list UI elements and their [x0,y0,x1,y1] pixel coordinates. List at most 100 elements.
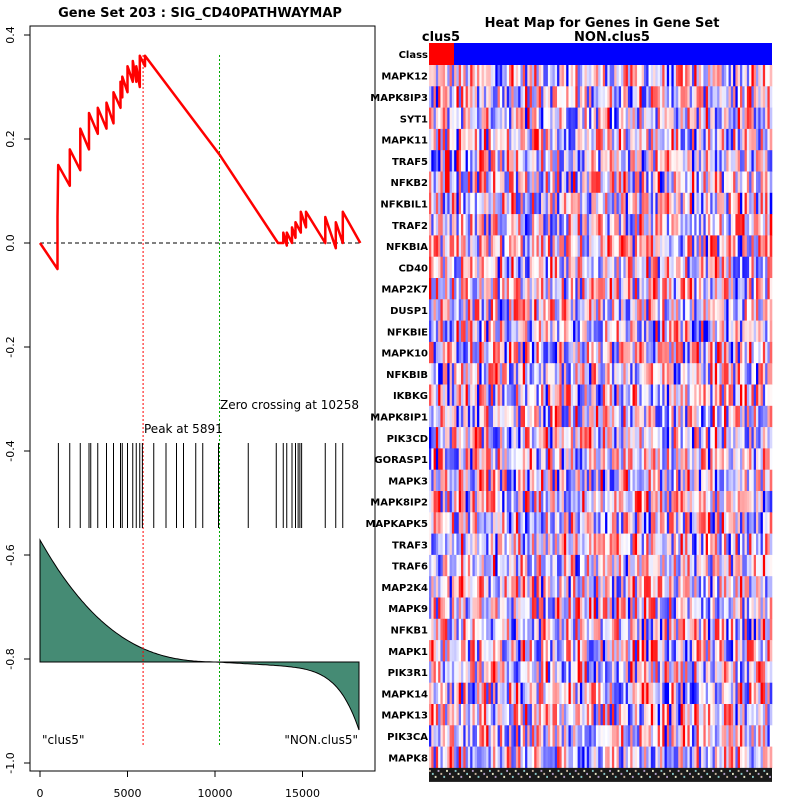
gene-label: GORASP1 [374,455,428,466]
gene-label: TRAF6 [392,562,428,573]
gene-label: NFKBIA [386,242,428,253]
zero-crossing-label: Zero crossing at 10258 [220,398,359,412]
heatmap-row [429,469,773,492]
heatmap-row [429,618,773,641]
heatmap-row [429,256,773,279]
gene-label: PIK3R1 [388,668,428,679]
heatmap-row [429,192,773,215]
gene-label: MAPK13 [381,711,428,722]
gene-label: TRAF5 [392,157,428,168]
heatmap-row [429,576,773,598]
gene-label: MAPK8IP2 [370,498,428,509]
hit-ticks [57,443,344,528]
gene-labels: MAPK12 MAPK8IP3 SYT1 MAPK11 TRAF5 NFKB2 NFKBIL… [365,72,428,765]
heatmap-row [429,214,773,236]
y-tick-label: 0.2 [4,130,17,148]
gene-label: MAPK14 [381,689,428,700]
heatmap-row [429,682,773,705]
x-tick-label: 5000 [114,787,142,800]
left-class-label: "clus5" [42,733,84,747]
gene-label: NFKB2 [390,178,428,189]
y-tick-label: -0.4 [4,440,17,461]
gene-label: MAPKAPK5 [365,519,428,530]
group2-label: NON.clus5 [574,30,650,45]
enrichment-plot: Gene Set 203 : SIG_CD40PATHWAYMAP Peak a… [4,6,376,800]
heatmap-row [429,512,773,534]
heatmap-row [429,533,773,556]
heatmap-row [429,320,773,343]
heatmap-row [429,554,773,577]
heatmap-row [429,405,773,428]
y-tick-label: -0.8 [4,648,17,669]
heatmap-row [429,640,773,662]
gene-label: NFKBIL1 [380,200,428,211]
y-tick-label: -0.6 [4,544,17,565]
left-axes: 0 5000 10000 15000 0.4 0.2 0.0 -0.2 -0.4 -0.6 -0.8… [4,26,320,800]
heatmap-row [429,384,773,407]
peak-label: Peak at 5891 [144,422,223,436]
gene-label: MAPK8 [388,753,428,764]
heatmap-row [429,150,773,172]
left-plot-frame [29,25,376,772]
left-title: Gene Set 203 : SIG_CD40PATHWAYMAP [58,6,342,21]
heatmap-row [429,725,773,747]
heatmap-row [429,128,773,151]
heatmap-row [429,491,773,513]
heatmap-row [429,746,773,769]
gene-label: IKBKG [393,391,428,402]
heatmap-row [429,278,773,300]
class-bar-group2 [454,43,772,65]
gene-label: MAP2K4 [381,583,428,594]
gene-label: CD40 [398,263,428,274]
gene-label: MAPK8IP3 [370,93,428,104]
heatmap-footer-strip [429,767,772,782]
heatmap-row [429,171,773,194]
gene-label: NFKBIE [387,327,428,338]
heatmap-row [429,597,773,620]
heatmap-row [429,448,773,470]
gene-label: DUSP1 [390,306,428,317]
gene-label: NFKBIB [386,370,428,381]
gene-label: NFKB1 [390,626,428,637]
y-tick-label: -1.0 [4,752,17,773]
gene-label: MAP2K7 [381,285,428,296]
class-row-label: Class [399,50,428,61]
heatmap-row [429,65,773,87]
y-tick-label: 0.4 [4,26,17,44]
gene-label: MAPK10 [381,349,428,360]
gene-label: MAPK12 [381,72,428,83]
heatmap-row [429,86,773,108]
gene-label: MAPK8IP1 [370,412,428,423]
y-tick-label: -0.2 [4,336,17,357]
heatmap-row [429,661,773,683]
heatmap-row [429,107,773,130]
x-tick-label: 0 [37,787,44,800]
heatmap-row [429,299,773,321]
heatmap-row [429,704,773,726]
gene-label: TRAF2 [392,221,428,232]
y-tick-label: 0.0 [4,234,17,252]
gene-label: SYT1 [400,114,428,125]
x-tick-label: 15000 [285,787,320,800]
x-tick-label: 10000 [198,787,233,800]
heatmap-panel: Heat Map for Genes in Gene Set clus5 NON… [365,16,773,782]
heatmap-row [429,341,773,364]
ranked-metric-area [39,538,360,731]
gene-label: PIK3CD [387,434,428,445]
gene-label: MAPK11 [381,136,428,147]
gene-label: PIK3CA [387,732,428,743]
gene-label: TRAF3 [392,540,428,551]
gene-label: MAPK3 [388,476,428,487]
class-bar-group1 [429,43,454,65]
heatmap-row [429,363,773,385]
running-es-line [38,54,362,271]
group1-label: clus5 [422,30,460,45]
gene-label: MAPK1 [388,647,428,658]
heatmap-row [429,235,773,257]
gene-label: MAPK9 [388,604,428,615]
heatmap-cells [429,65,773,769]
heatmap-row [429,427,773,449]
right-class-label: "NON.clus5" [284,733,358,747]
right-title: Heat Map for Genes in Gene Set [485,16,720,31]
